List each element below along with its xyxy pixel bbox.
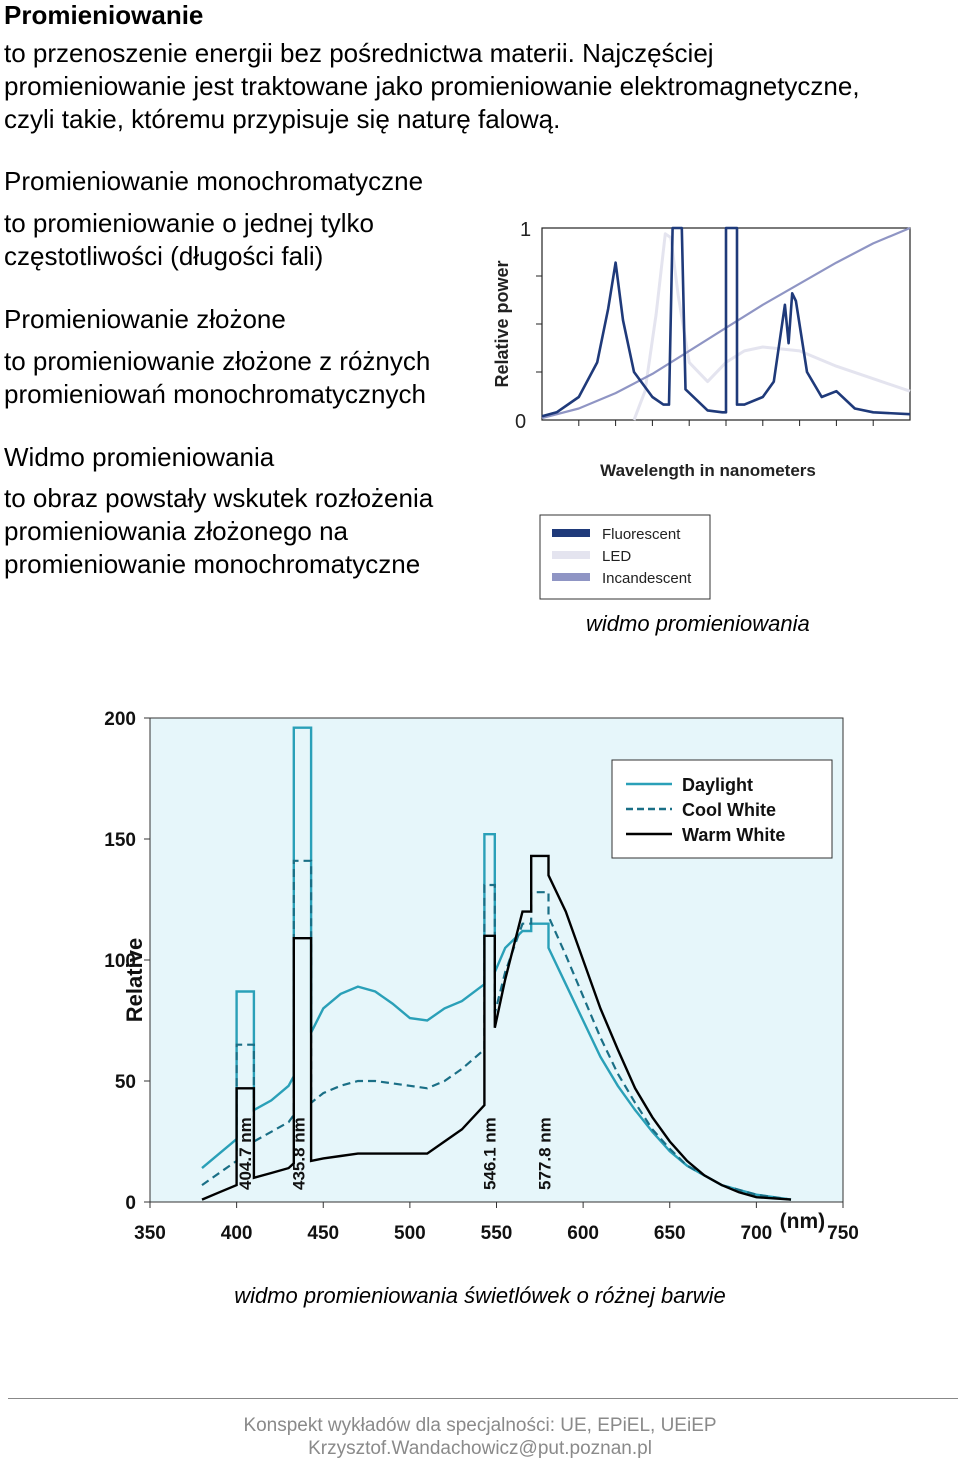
y-axis-label: Relative power xyxy=(492,260,512,387)
text-line: to promieniowanie o jednej tylko xyxy=(4,208,374,238)
section-body-zlozone: to promieniowanie złożone z różnych prom… xyxy=(4,345,430,411)
wavelength-annotation: 577.8 nm xyxy=(536,1117,555,1190)
wavelength-annotation: 546.1 nm xyxy=(481,1117,500,1190)
y-tick-label: 50 xyxy=(115,1072,136,1093)
series-line-daylight xyxy=(201,726,792,1201)
x-tick-label: 600 xyxy=(567,1223,599,1244)
legend-label: Daylight xyxy=(682,775,753,795)
y-tick-label: 100 xyxy=(104,951,136,972)
y-tick-label: 200 xyxy=(104,709,136,730)
footer: Konspekt wykładów dla specjalności: UE, … xyxy=(0,1414,960,1460)
legend-label: Incandescent xyxy=(602,570,692,587)
x-tick-label: 700 xyxy=(741,1223,773,1244)
x-axis-label: (nm) xyxy=(780,1210,826,1233)
relative-power-chart: 1 0 Relative power Wavelength in nanometers… xyxy=(492,219,911,600)
x-tick-label: 350 xyxy=(134,1223,166,1244)
x-tick-label: 500 xyxy=(394,1223,426,1244)
x-tick-label: 650 xyxy=(654,1223,686,1244)
chart1-caption: widmo promieniowania xyxy=(586,611,810,636)
y-tick-label: 150 xyxy=(104,830,136,851)
text-line: to obraz powstały wskutek rozłożenia xyxy=(4,483,434,513)
text-line: to przenoszenie energii bez pośrednictwa… xyxy=(4,38,714,68)
footer-divider xyxy=(8,1398,958,1399)
text-line: czyli takie, któremu przypisuje się natu… xyxy=(4,104,561,134)
series-line-warm-white xyxy=(201,854,792,1201)
series-line-led xyxy=(632,232,911,421)
legend-swatch xyxy=(552,573,590,581)
y-tick-label: 1 xyxy=(520,219,531,241)
chart2-caption: widmo promieniowania świetlówek o różnej… xyxy=(234,1283,726,1308)
y-tick-label: 0 xyxy=(125,1193,136,1214)
section-body-promieniowanie: to przenoszenie energii bez pośrednictwa… xyxy=(4,37,954,136)
section-title-promieniowanie: Promieniowanie xyxy=(4,0,204,30)
text-line: to promieniowanie złożone z różnych xyxy=(4,346,431,376)
text-line: promieniowanie monochromatyczne xyxy=(4,549,421,579)
section-title-widmo: Widmo promieniowania xyxy=(4,442,275,472)
legend-label: Warm White xyxy=(682,825,785,845)
legend-label: Cool White xyxy=(682,800,776,820)
x-tick-label: 400 xyxy=(221,1223,253,1244)
text-line: promieniowanie jest traktowane jako prom… xyxy=(4,71,860,101)
x-tick-label: 550 xyxy=(481,1223,513,1244)
text-line: promieniowania złożonego na xyxy=(4,516,349,546)
text-line: promieniowań monochromatycznych xyxy=(4,379,426,409)
section-body-widmo: to obraz powstały wskutek rozłożenia pro… xyxy=(4,482,433,581)
series-line-fluorescent xyxy=(541,226,911,418)
footer-line: Konspekt wykładów dla specjalności: UE, … xyxy=(243,1415,717,1436)
x-axis-label: Wavelength in nanometers xyxy=(600,461,816,480)
legend-swatch xyxy=(552,551,590,559)
footer-line: Krzysztof.Wandachowicz@put.poznan.pl xyxy=(308,1438,652,1459)
text-line: częstotliwości (długości fali) xyxy=(4,241,324,271)
legend-swatch xyxy=(552,529,590,537)
y-axis-label: Relative xyxy=(122,938,147,1022)
x-tick-label: 450 xyxy=(307,1223,339,1244)
section-title-monochromatyczne: Promieniowanie monochromatyczne xyxy=(4,166,424,196)
legend-label: Fluorescent xyxy=(602,526,681,543)
x-tick-label: 750 xyxy=(827,1223,859,1244)
y-tick-label: 0 xyxy=(515,411,526,433)
wavelength-annotation: 404.7 nm xyxy=(236,1117,255,1190)
fluorescent-spectrum-chart: 0 50 100 150 200 350 400 450 500 550 600 650 700 750(… xyxy=(104,709,859,1244)
section-body-monochromatyczne: to promieniowanie o jednej tylko częstot… xyxy=(4,207,374,273)
section-title-zlozone: Promieniowanie złożone xyxy=(4,304,286,334)
wavelength-annotation: 435.8 nm xyxy=(290,1117,309,1190)
legend-label: LED xyxy=(602,548,631,565)
